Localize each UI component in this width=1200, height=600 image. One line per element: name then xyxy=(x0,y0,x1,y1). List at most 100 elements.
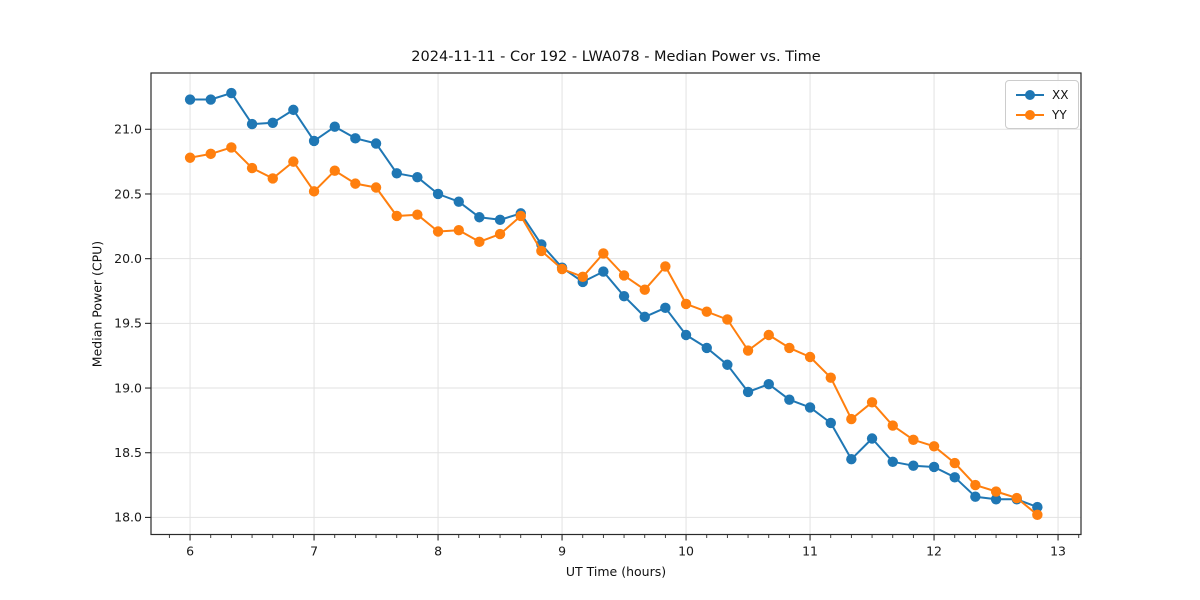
series-xx-point xyxy=(618,290,630,302)
series-xx-point xyxy=(598,266,609,277)
series-yy-point xyxy=(308,186,320,197)
x-tick-label: 9 xyxy=(558,544,566,559)
series-yy-point xyxy=(494,228,506,240)
series-xx-point xyxy=(742,386,754,398)
series-yy-point xyxy=(184,152,196,163)
series-yy-line xyxy=(189,146,1039,516)
series-yy-point xyxy=(432,226,444,237)
legend: XX YY xyxy=(1005,80,1080,129)
series-yy-point xyxy=(246,162,258,174)
series-yy-point xyxy=(329,165,340,176)
series-xx-point xyxy=(990,494,1002,505)
series-yy-point xyxy=(1011,492,1022,504)
x-tick-label: 11 xyxy=(802,544,818,559)
series-xx-point xyxy=(804,402,816,413)
series-xx-point xyxy=(226,87,237,99)
series-yy-point xyxy=(680,298,692,310)
x-tick-label: 7 xyxy=(310,544,318,559)
series-yy-point xyxy=(1032,509,1043,521)
series-xx-point xyxy=(350,133,361,144)
series-xx-point xyxy=(246,118,258,130)
series-yy-point xyxy=(660,261,671,272)
series-xx-point xyxy=(1032,501,1043,513)
series-xx-point xyxy=(370,138,382,149)
series-yy-point xyxy=(288,156,299,167)
series-yy-point xyxy=(846,413,857,425)
x-tick-label: 12 xyxy=(926,544,942,559)
legend-label: YY xyxy=(1052,107,1067,122)
y-tick-label: 20.0 xyxy=(114,251,142,266)
series-yy-point xyxy=(949,457,960,469)
series-xx-point xyxy=(928,461,940,473)
series-yy-point xyxy=(908,434,919,445)
series-yy-point xyxy=(618,270,630,281)
series-yy-point xyxy=(391,210,402,222)
y-tick-label: 18.5 xyxy=(114,445,142,460)
series-xx-point xyxy=(494,214,506,226)
series-xx-point xyxy=(866,433,878,444)
y-tick-label: 20.5 xyxy=(114,186,142,201)
series-yy-point xyxy=(639,284,650,295)
series-yy-point xyxy=(722,314,733,325)
series-yy-point xyxy=(825,372,836,383)
series-yy-point xyxy=(784,342,795,354)
legend-item-yy: YY xyxy=(1015,105,1068,124)
series-xx-point xyxy=(784,394,795,405)
legend-marker xyxy=(1025,109,1035,120)
series-xx-point xyxy=(887,456,898,467)
series-yy-point xyxy=(701,306,712,317)
y-tick-label: 21.0 xyxy=(114,122,142,137)
series-xx-point xyxy=(660,302,671,314)
series-xx-point xyxy=(391,168,402,179)
x-tick-label: 8 xyxy=(434,544,442,559)
series-yy-point xyxy=(887,420,898,431)
y-tick-label: 19.0 xyxy=(114,380,142,395)
series-xx-point xyxy=(308,135,320,147)
series-xx-point xyxy=(474,212,485,223)
series-xx-point xyxy=(701,342,712,354)
series-yy-point xyxy=(928,441,940,452)
series-yy-point xyxy=(804,351,816,363)
y-axis-label: Median Power (CPU) xyxy=(89,240,105,368)
chart-title: 2024-11-11 - Cor 192 - LWA078 - Median P… xyxy=(411,49,821,65)
series-xx-point xyxy=(453,196,464,207)
y-tick-label: 19.5 xyxy=(114,316,142,331)
series-yy-point xyxy=(515,210,526,222)
x-tick-label: 10 xyxy=(678,544,694,559)
legend-line-marker-icon xyxy=(1016,89,1044,100)
series-yy-point xyxy=(866,397,878,408)
x-axis-label: UT Time (hours) xyxy=(565,564,667,579)
axes-spines xyxy=(150,72,1082,536)
x-tick-label: 13 xyxy=(1050,544,1066,559)
legend-label: XX xyxy=(1052,87,1069,102)
series-yy-point xyxy=(970,479,981,491)
legend-marker xyxy=(1025,89,1035,100)
series-yy-point xyxy=(990,486,1002,497)
series-xx-point xyxy=(184,94,196,105)
series-yy-point xyxy=(226,142,237,153)
series-xx-point xyxy=(970,491,981,502)
y-tick-label: 18.0 xyxy=(114,510,142,525)
series-yy-point xyxy=(598,248,609,259)
series-yy-point xyxy=(205,148,216,160)
series-yy-point xyxy=(350,178,361,189)
series-yy-point xyxy=(577,271,588,282)
series-xx-point xyxy=(205,94,216,105)
series-yy-point xyxy=(412,209,423,220)
series-yy-point xyxy=(742,345,754,356)
series-xx-line xyxy=(190,92,1038,509)
series-xx-point xyxy=(722,359,733,370)
legend-item-xx: XX xyxy=(1015,85,1068,104)
series-yy-point xyxy=(370,182,382,193)
series-xx-point xyxy=(680,329,692,341)
series-xx-point xyxy=(432,188,444,200)
series-yy-point xyxy=(453,224,464,236)
series-xx-point xyxy=(825,417,836,429)
series-yy-point xyxy=(556,263,568,275)
series-yy-point xyxy=(267,173,278,184)
series-yy-point xyxy=(536,245,547,257)
x-tick-label: 6 xyxy=(186,544,194,559)
series-xx-point xyxy=(329,121,340,132)
